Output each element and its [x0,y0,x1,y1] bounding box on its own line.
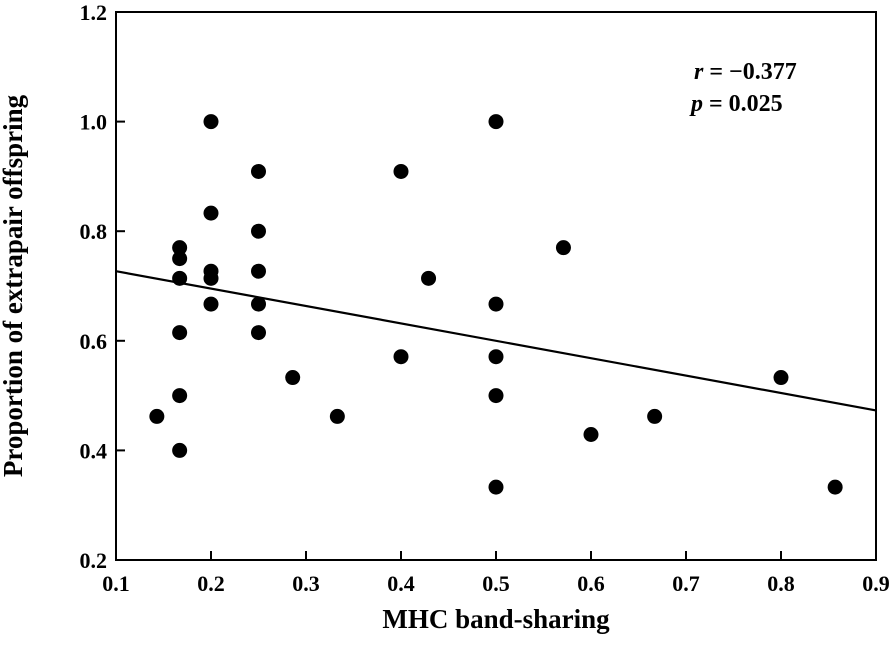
x-tick-label: 0.1 [102,571,130,596]
data-point [488,388,504,404]
data-point [393,349,409,365]
data-point [583,427,599,443]
y-tick-label: 0.6 [80,329,108,354]
y-axis-title: Proportion of extrapair offspring [0,94,28,477]
x-tick-label: 0.9 [862,571,890,596]
data-point [203,270,219,286]
data-points [149,114,843,495]
regression-line [115,270,877,412]
data-point [251,325,266,341]
data-point [488,114,504,130]
data-point [421,270,437,286]
x-tick-label: 0.7 [672,571,700,596]
data-point [172,388,188,404]
data-point [172,240,188,256]
data-point [149,408,165,424]
x-tick-label: 0.4 [387,571,415,596]
x-tick-label: 0.8 [767,571,795,596]
data-point [827,479,843,495]
data-point [203,114,219,130]
data-point [203,205,219,221]
r-symbol: r [694,59,704,85]
data-point [172,251,188,267]
y-tick-label: 1.2 [80,0,108,25]
data-point [172,270,188,286]
data-point [285,370,301,386]
r-value: = −0.377 [703,59,796,85]
data-point [172,325,188,341]
p-value: = 0.025 [703,91,783,117]
y-axis: 0.2 0.4 0.6 0.8 1.0 1.2 [80,0,125,573]
r-annotation: r = −0.377 [694,59,797,85]
y-tick-label: 1.0 [80,110,108,135]
data-point [647,408,663,424]
data-point [172,442,188,458]
x-axis-title: MHC band-sharing [382,604,610,634]
data-point [488,349,504,365]
x-tick-label: 0.3 [292,571,320,596]
data-point [555,240,571,256]
x-tick-label: 0.5 [482,571,510,596]
x-tick-label: 0.2 [197,571,225,596]
data-point [251,263,266,279]
x-tick-label: 0.6 [577,571,605,596]
y-tick-label: 0.4 [80,438,108,463]
regression-line-group [115,270,877,412]
data-point [329,408,345,424]
x-axis: 0.1 0.2 0.3 0.4 0.5 0.6 0.7 0.8 0.9 [102,551,890,596]
data-point [251,296,266,312]
y-tick-label: 0.2 [80,548,108,573]
data-point [773,370,789,386]
p-symbol: p [689,91,703,117]
data-point [251,223,266,239]
data-point [488,296,504,312]
data-point [488,479,504,495]
data-point [251,163,266,179]
data-point [393,163,409,179]
p-annotation: p = 0.025 [689,91,783,117]
y-tick-label: 0.8 [80,219,108,244]
data-point [203,296,219,312]
